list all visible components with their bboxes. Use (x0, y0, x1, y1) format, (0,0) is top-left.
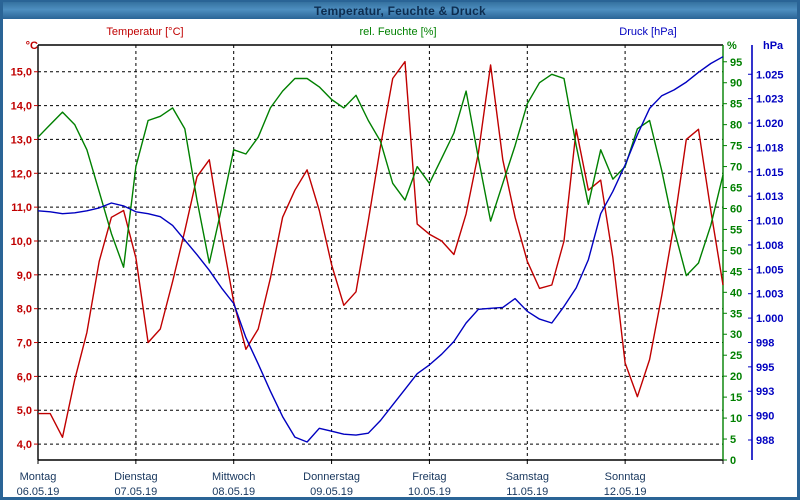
day-label: Dienstag (114, 471, 157, 483)
unit-label-percent: % (727, 40, 737, 52)
unit-label-celsius: °C (25, 40, 38, 52)
humidity-tick-label: 75 (730, 141, 742, 153)
temperature-tick-label: 10,0 (11, 236, 32, 248)
temperature-tick-label: 7,0 (17, 338, 32, 350)
temperature-tick-label: 12,0 (11, 168, 32, 180)
date-label: 11.05.19 (506, 486, 548, 498)
humidity-tick-label: 15 (730, 392, 742, 404)
day-label: Donnerstag (303, 471, 360, 483)
day-label: Samstag (506, 471, 549, 483)
window-title: Temperatur, Feuchte & Druck (314, 3, 486, 18)
temperature-tick-label: 5,0 (17, 405, 32, 417)
humidity-tick-label: 10 (730, 413, 742, 425)
humidity-series-line (37, 73, 724, 277)
humidity-tick-label: 40 (730, 287, 742, 299)
day-label: Freitag (412, 471, 446, 483)
axis-title-humidity: rel. Feuchte [%] (359, 26, 437, 38)
temperature-tick-label: 6,0 (17, 371, 32, 383)
date-label: 12.05.19 (604, 486, 647, 498)
humidity-tick-label: 80 (730, 120, 742, 132)
humidity-tick-label: 35 (730, 308, 742, 320)
humidity-axis: 0 5 10 15 20 25 30 35 40 45 50 55 60 65 70 75 80 85 90 95 (723, 57, 742, 467)
date-label: 07.05.19 (114, 486, 157, 498)
pressure-tick-label: 1.000 (756, 313, 784, 325)
humidity-tick-label: 70 (730, 162, 742, 174)
humidity-tick-label: 95 (730, 57, 742, 69)
humidity-tick-label: 20 (730, 371, 742, 383)
humidity-tick-label: 0 (730, 455, 736, 467)
pressure-tick-label: 1.010 (756, 216, 784, 228)
date-label: 06.05.19 (17, 486, 60, 498)
day-label: Montag (20, 471, 57, 483)
x-axis-labels: Montag 06.05.19 Dienstag 07.05.19 Mittwoch 08… (17, 460, 724, 498)
humidity-tick-label: 55 (730, 224, 742, 236)
date-label: 10.05.19 (408, 486, 451, 498)
humidity-tick-label: 85 (730, 99, 742, 111)
pressure-tick-label: 988 (756, 435, 774, 447)
humidity-tick-label: 25 (730, 350, 742, 362)
pressure-tick-label: 1.005 (756, 264, 784, 276)
temperature-tick-label: 9,0 (17, 270, 32, 282)
temperature-tick-label: 8,0 (17, 304, 32, 316)
humidity-tick-label: 90 (730, 78, 742, 90)
plot-border (37, 44, 724, 461)
temperature-tick-label: 14,0 (11, 101, 32, 113)
pressure-series-line (37, 56, 724, 443)
temperature-series-line (38, 60, 724, 438)
temperature-tick-label: 11,0 (11, 202, 32, 214)
grid-lines (38, 45, 723, 460)
pressure-axis: 988 990 993 995 998 1.000 1.003 1.005 1.008 1.010… (748, 45, 784, 460)
humidity-tick-label: 65 (730, 183, 742, 195)
pressure-tick-label: 993 (756, 386, 774, 398)
pressure-tick-label: 1.023 (756, 94, 784, 106)
axis-title-pressure: Druck [hPa] (619, 26, 677, 38)
title-bar: Temperatur, Feuchte & Druck (3, 2, 797, 19)
pressure-tick-label: 995 (756, 362, 774, 374)
temperature-axis: 4,0 5,0 6,0 7,0 8,0 9,0 10,0 11,0 12,0 13,0 14,0 15… (11, 67, 38, 451)
temperature-tick-label: 4,0 (17, 439, 32, 451)
pressure-tick-label: 1.015 (756, 167, 784, 179)
pressure-tick-label: 1.008 (756, 240, 784, 252)
pressure-tick-label: 990 (756, 411, 774, 423)
pressure-tick-label: 1.003 (756, 289, 784, 301)
day-label: Sonntag (605, 471, 646, 483)
date-label: 09.05.19 (310, 486, 353, 498)
temperature-tick-label: 13,0 (11, 134, 32, 146)
pressure-tick-label: 1.018 (756, 142, 784, 154)
pressure-tick-label: 1.025 (756, 69, 784, 81)
date-label: 08.05.19 (212, 486, 255, 498)
axis-title-temperature: Temperatur [°C] (106, 26, 184, 38)
unit-label-hpa: hPa (763, 40, 784, 52)
humidity-tick-label: 60 (730, 203, 742, 215)
temperature-tick-label: 15,0 (11, 67, 32, 79)
pressure-tick-label: 1.020 (756, 118, 784, 130)
humidity-tick-label: 50 (730, 245, 742, 257)
humidity-tick-label: 5 (730, 434, 736, 446)
humidity-tick-label: 45 (730, 266, 742, 278)
humidity-tick-label: 30 (730, 329, 742, 341)
day-label: Mittwoch (212, 471, 255, 483)
pressure-tick-label: 1.013 (756, 191, 784, 203)
pressure-tick-label: 998 (756, 337, 774, 349)
